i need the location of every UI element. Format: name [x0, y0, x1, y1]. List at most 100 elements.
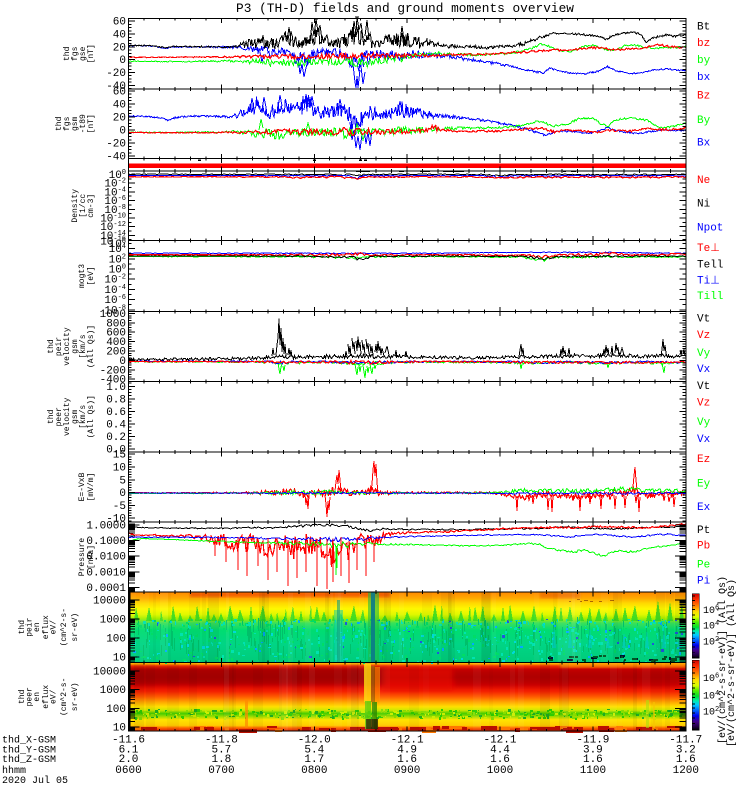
svg-text:[km/s: [km/s — [79, 405, 88, 429]
svg-text:Pi: Pi — [697, 576, 711, 588]
svg-text:0.1000: 0.1000 — [86, 536, 126, 548]
svg-text:0.8: 0.8 — [106, 394, 126, 406]
svg-text:[eV/(cm^2-s-sr-eV)] (All Qs): [eV/(cm^2-s-sr-eV)] (All Qs) — [717, 576, 729, 744]
svg-text:1000: 1000 — [100, 309, 126, 321]
svg-text:100: 100 — [106, 633, 126, 645]
svg-text:100: 100 — [109, 169, 126, 182]
svg-text:peir: peir — [55, 337, 64, 356]
svg-text:0.6: 0.6 — [106, 407, 126, 419]
svg-text:1.0000: 1.0000 — [86, 520, 126, 532]
svg-text:(cm^2-s-: (cm^2-s- — [60, 608, 69, 646]
svg-text:Density: Density — [71, 189, 80, 223]
svg-text:Vx: Vx — [697, 434, 711, 446]
svg-text:Vz: Vz — [697, 398, 710, 410]
svg-text:eflux: eflux — [42, 615, 51, 639]
svg-text:1.0: 1.0 — [106, 382, 126, 394]
svg-text:Te⊥: Te⊥ — [697, 243, 720, 255]
svg-text:-5: -5 — [113, 501, 126, 513]
svg-text:cm-3]: cm-3] — [87, 194, 96, 218]
svg-text:0.0010: 0.0010 — [86, 567, 126, 579]
svg-text:800: 800 — [106, 318, 126, 330]
svg-text:0700: 0700 — [208, 765, 234, 777]
svg-text:Vz: Vz — [697, 330, 710, 342]
svg-text:Ey: Ey — [697, 479, 711, 491]
svg-text:Vx: Vx — [697, 364, 711, 376]
svg-text:Ez: Ez — [697, 454, 710, 466]
svg-text:0.4: 0.4 — [106, 420, 126, 432]
svg-text:thd: thd — [47, 339, 56, 354]
svg-text:Till: Till — [697, 291, 723, 303]
svg-text:gsm: gsm — [71, 339, 80, 354]
svg-text:4.9: 4.9 — [397, 745, 417, 757]
svg-text:thd_Z-GSM: thd_Z-GSM — [2, 754, 56, 766]
svg-text:fgs: fgs — [63, 116, 72, 131]
svg-text:peer: peer — [26, 687, 35, 706]
svg-text:1100: 1100 — [580, 765, 606, 777]
svg-text:400: 400 — [106, 337, 126, 349]
svg-text:Ne: Ne — [697, 175, 710, 187]
svg-text:1.7: 1.7 — [304, 754, 324, 766]
svg-text:[nT]: [nT] — [87, 44, 96, 63]
svg-text:-12.1: -12.1 — [391, 735, 424, 747]
svg-text:Npot: Npot — [697, 222, 723, 234]
svg-text:Pressure: Pressure — [78, 538, 87, 577]
svg-text:600: 600 — [106, 328, 126, 340]
svg-text:100: 100 — [106, 704, 126, 716]
svg-text:thd: thd — [55, 116, 64, 131]
svg-text:Vt: Vt — [697, 381, 710, 393]
svg-text:10: 10 — [113, 463, 126, 475]
svg-text:-11.8: -11.8 — [205, 735, 238, 747]
svg-text:gse: gse — [79, 46, 88, 61]
svg-text:1.6: 1.6 — [676, 754, 696, 766]
svg-text:Pt: Pt — [697, 525, 710, 537]
svg-text:eflux: eflux — [42, 685, 51, 709]
svg-text:1000: 1000 — [100, 685, 126, 697]
svg-text:E=-VxB: E=-VxB — [78, 472, 87, 501]
svg-text:-20: -20 — [106, 139, 126, 151]
svg-text:0.0001: 0.0001 — [86, 583, 126, 595]
svg-text:Bz: Bz — [697, 90, 710, 102]
svg-text:-400: -400 — [100, 375, 126, 387]
svg-text:20: 20 — [113, 42, 126, 54]
svg-text:Tell: Tell — [697, 260, 723, 272]
svg-text:gsm: gsm — [71, 116, 80, 131]
svg-text:Vt: Vt — [697, 314, 710, 326]
svg-text:-11.7: -11.7 — [669, 735, 702, 747]
svg-text:100: 100 — [109, 264, 126, 277]
svg-text:6.1: 6.1 — [119, 745, 139, 757]
svg-text:-t89: -t89 — [79, 114, 88, 133]
svg-text:sr-eV): sr-eV) — [71, 682, 80, 711]
svg-text:bz: bz — [697, 38, 710, 50]
svg-text:[km/s: [km/s — [79, 334, 88, 358]
svg-text:thd: thd — [63, 46, 72, 61]
svg-text:[nT]: [nT] — [87, 114, 96, 133]
svg-text:-10: -10 — [106, 514, 126, 526]
svg-text:(All Qs)]: (All Qs)] — [87, 395, 96, 438]
svg-text:sr-eV): sr-eV) — [71, 613, 80, 642]
svg-text:en: en — [33, 622, 42, 632]
svg-text:1.6: 1.6 — [397, 754, 417, 766]
svg-text:0.0: 0.0 — [106, 445, 126, 457]
svg-text:fgs: fgs — [71, 46, 80, 61]
svg-text:Ex: Ex — [697, 502, 711, 514]
svg-text:10: 10 — [113, 652, 126, 664]
svg-text:-40: -40 — [106, 81, 126, 93]
svg-text:0900: 0900 — [394, 765, 420, 777]
svg-text:0.2: 0.2 — [106, 432, 126, 444]
svg-text:102: 102 — [109, 253, 126, 266]
svg-text:thd: thd — [18, 689, 27, 704]
svg-text:20: 20 — [113, 112, 126, 124]
svg-text:thd_X-GSM: thd_X-GSM — [2, 735, 56, 747]
svg-text:-12.0: -12.0 — [298, 735, 331, 747]
svg-text:[1/cc: [1/cc — [79, 194, 88, 218]
svg-text:peer: peer — [55, 407, 64, 426]
svg-text:60: 60 — [113, 86, 126, 98]
svg-text:(All Qs)]: (All Qs)] — [87, 325, 96, 368]
svg-text:-200: -200 — [100, 365, 126, 377]
svg-text:thd: thd — [47, 409, 56, 424]
svg-text:2020 Jul 05: 2020 Jul 05 — [2, 775, 68, 787]
svg-text:velocity: velocity — [63, 397, 72, 436]
svg-text:-20: -20 — [106, 68, 126, 80]
svg-text:1200: 1200 — [673, 765, 699, 777]
svg-text:1000: 1000 — [100, 615, 126, 627]
